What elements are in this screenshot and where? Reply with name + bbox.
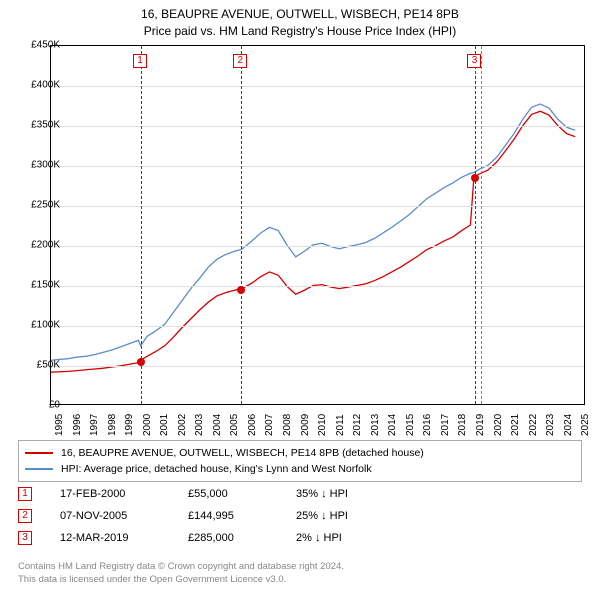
y-axis-label: £300K xyxy=(12,160,60,171)
x-axis-label: 1995 xyxy=(54,414,65,436)
footnote: Contains HM Land Registry data © Crown c… xyxy=(18,561,344,586)
legend-swatch-property xyxy=(25,452,53,454)
sale-date-2: 07-NOV-2005 xyxy=(60,510,160,522)
x-axis-label: 2017 xyxy=(440,414,451,436)
y-axis-label: £250K xyxy=(12,200,60,211)
sale-delta-2: 25% ↓ HPI xyxy=(296,510,348,522)
sale-marker-box: 3 xyxy=(467,54,481,68)
y-axis-label: £450K xyxy=(12,40,60,51)
sale-marker-3: 3 xyxy=(18,531,32,545)
y-axis-label: £0 xyxy=(12,400,60,411)
sale-marker-2: 2 xyxy=(18,509,32,523)
x-axis-label: 2002 xyxy=(177,414,188,436)
y-axis-label: £350K xyxy=(12,120,60,131)
legend-swatch-hpi xyxy=(25,468,53,470)
sale-marker-1: 1 xyxy=(18,487,32,501)
chart-svg xyxy=(51,46,584,404)
x-axis-label: 2009 xyxy=(300,414,311,436)
sale-row-3: 3 12-MAR-2019 £285,000 2% ↓ HPI xyxy=(18,530,582,546)
x-axis-label: 2004 xyxy=(212,414,223,436)
chart-plot-area xyxy=(50,45,585,405)
sale-row-2: 2 07-NOV-2005 £144,995 25% ↓ HPI xyxy=(18,508,582,524)
x-axis-label: 2003 xyxy=(194,414,205,436)
x-axis-label: 1996 xyxy=(72,414,83,436)
sale-marker-box: 1 xyxy=(133,54,147,68)
x-axis-label: 2008 xyxy=(282,414,293,436)
x-axis-label: 2011 xyxy=(335,414,346,436)
title-line-1: 16, BEAUPRE AVENUE, OUTWELL, WISBECH, PE… xyxy=(0,6,600,23)
sale-date-1: 17-FEB-2000 xyxy=(60,488,160,500)
x-axis-label: 1999 xyxy=(124,414,135,436)
footnote-line-1: Contains HM Land Registry data © Crown c… xyxy=(18,561,344,573)
footnote-line-2: This data is licensed under the Open Gov… xyxy=(18,574,344,586)
x-axis-label: 2005 xyxy=(229,414,240,436)
x-axis-label: 2007 xyxy=(264,414,275,436)
sale-price-1: £55,000 xyxy=(188,488,268,500)
x-axis-label: 2023 xyxy=(545,414,556,436)
x-axis-label: 2010 xyxy=(317,414,328,436)
sale-price-3: £285,000 xyxy=(188,532,268,544)
x-axis-label: 2015 xyxy=(405,414,416,436)
x-axis-label: 2019 xyxy=(475,414,486,436)
x-axis-label: 2018 xyxy=(457,414,468,436)
x-axis-label: 2022 xyxy=(528,414,539,436)
legend-row-hpi: HPI: Average price, detached house, King… xyxy=(25,461,575,477)
x-axis-label: 2014 xyxy=(387,414,398,436)
x-axis-label: 2006 xyxy=(247,414,258,436)
sale-price-2: £144,995 xyxy=(188,510,268,522)
y-axis-label: £100K xyxy=(12,320,60,331)
legend-label-property: 16, BEAUPRE AVENUE, OUTWELL, WISBECH, PE… xyxy=(61,447,424,459)
sale-marker-box: 2 xyxy=(233,54,247,68)
x-axis-label: 2016 xyxy=(422,414,433,436)
x-axis-label: 2013 xyxy=(370,414,381,436)
sale-date-3: 12-MAR-2019 xyxy=(60,532,160,544)
x-axis-label: 2001 xyxy=(159,414,170,436)
x-axis-label: 2000 xyxy=(142,414,153,436)
y-axis-label: £150K xyxy=(12,280,60,291)
legend-label-hpi: HPI: Average price, detached house, King… xyxy=(61,463,372,475)
x-axis-label: 1998 xyxy=(107,414,118,436)
chart-container: 16, BEAUPRE AVENUE, OUTWELL, WISBECH, PE… xyxy=(0,0,600,590)
x-axis-label: 2021 xyxy=(510,414,521,436)
legend-box: 16, BEAUPRE AVENUE, OUTWELL, WISBECH, PE… xyxy=(18,440,582,482)
legend-row-property: 16, BEAUPRE AVENUE, OUTWELL, WISBECH, PE… xyxy=(25,445,575,461)
y-axis-label: £50K xyxy=(12,360,60,371)
sale-delta-1: 35% ↓ HPI xyxy=(296,488,348,500)
sale-row-1: 1 17-FEB-2000 £55,000 35% ↓ HPI xyxy=(18,486,582,502)
x-axis-label: 1997 xyxy=(89,414,100,436)
sale-delta-3: 2% ↓ HPI xyxy=(296,532,342,544)
x-axis-label: 2020 xyxy=(493,414,504,436)
x-axis-label: 2025 xyxy=(580,414,591,436)
chart-title-block: 16, BEAUPRE AVENUE, OUTWELL, WISBECH, PE… xyxy=(0,0,600,44)
title-line-2: Price paid vs. HM Land Registry's House … xyxy=(0,23,600,40)
x-axis-label: 2012 xyxy=(352,414,363,436)
y-axis-label: £200K xyxy=(12,240,60,251)
x-axis-label: 2024 xyxy=(563,414,574,436)
y-axis-label: £400K xyxy=(12,80,60,91)
